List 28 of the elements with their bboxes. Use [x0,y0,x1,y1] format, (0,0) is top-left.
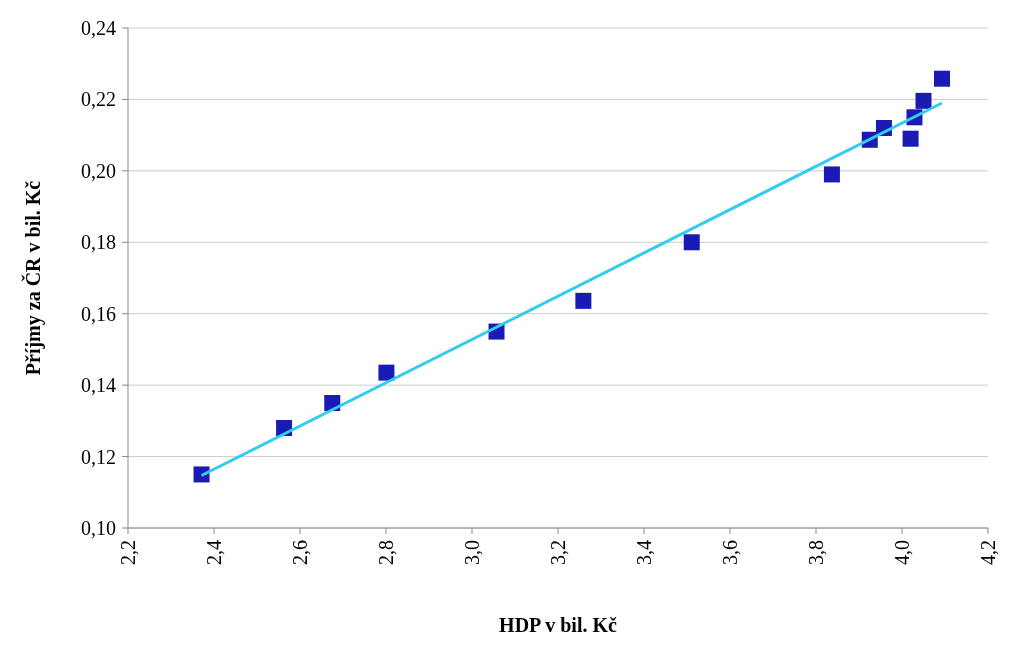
x-tick-label: 4,2 [977,540,999,565]
point [933,70,950,87]
x-tick-label: 3,2 [547,540,569,565]
y-tick-label: 0,12 [81,445,116,468]
x-tick-label: 2,8 [375,540,397,565]
x-tick-label: 3,4 [633,540,655,565]
point [683,234,700,251]
x-tick-label: 3,6 [719,540,741,565]
point [823,166,840,183]
y-tick-label: 0,14 [81,374,116,397]
x-tick-label: 4,0 [891,540,913,565]
x-axis-title: HDP v bil. Kč [499,614,618,637]
point [902,130,919,147]
y-axis-title: Příjmy za ČR v bil. Kč [21,180,46,376]
x-tick-label: 2,2 [117,540,139,565]
y-tick-label: 0,18 [81,231,116,254]
x-tick-label: 2,6 [289,540,311,565]
point [915,92,932,109]
x-tick-label: 3,0 [461,540,483,565]
y-tick-label: 0,24 [81,17,116,39]
y-tick-label: 0,10 [81,517,116,539]
y-tick-label: 0,16 [81,302,116,325]
y-tick-label: 0,22 [81,88,116,111]
point [378,364,395,381]
y-tick-label: 0,20 [81,159,116,182]
x-tick-label: 3,8 [805,540,827,565]
x-tick-label: 2,4 [203,540,225,565]
point [575,292,592,309]
